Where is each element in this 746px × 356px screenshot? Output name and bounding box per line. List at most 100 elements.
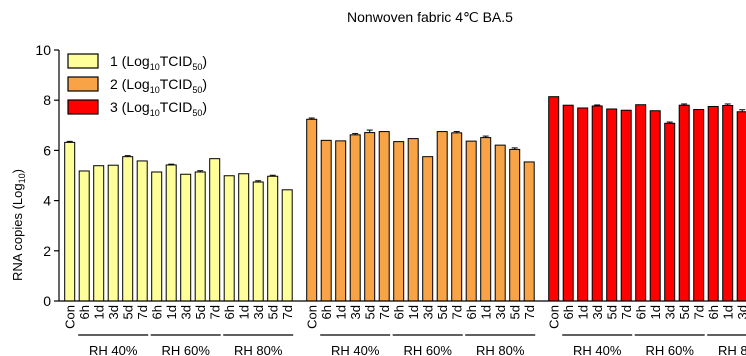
- bar: [577, 107, 589, 302]
- group-label: RH 40%: [573, 343, 622, 356]
- bar: [364, 132, 376, 302]
- x-tick-label: 6h: [77, 305, 92, 319]
- legend-label: 2 (Log10TCID50): [110, 76, 207, 95]
- bar: [194, 171, 206, 302]
- x-tick-label: 6h: [392, 305, 407, 319]
- bar: [422, 156, 434, 302]
- legend-item: 2 (Log10TCID50): [67, 76, 207, 95]
- x-tick-label: 5d: [508, 305, 523, 319]
- y-axis-label: RNA copies (Log10): [10, 169, 27, 281]
- bar: [349, 134, 361, 302]
- bar: [393, 141, 405, 302]
- x-tick-label: 7d: [208, 305, 223, 319]
- legend-label: 3 (Log10TCID50): [110, 99, 207, 118]
- bar: [238, 173, 250, 302]
- x-tick-label: 5d: [435, 305, 450, 319]
- x-tick-label: 6h: [222, 305, 237, 319]
- x-tick-label: 6h: [561, 305, 576, 319]
- bar: [548, 96, 560, 302]
- bar: [378, 131, 390, 302]
- x-tick-label: 7d: [280, 305, 295, 319]
- bar: [678, 104, 690, 302]
- bar: [407, 138, 419, 302]
- bar: [562, 104, 574, 302]
- legend-label: 1 (Log10TCID50): [110, 53, 207, 72]
- y-tick-label: 2: [43, 243, 51, 259]
- group-label: RH 60%: [403, 343, 452, 356]
- x-tick-label: 3d: [663, 305, 678, 319]
- group-label: RH 40%: [331, 343, 380, 356]
- x-tick-label: 1d: [406, 305, 421, 319]
- x-tick-label: 5d: [121, 305, 136, 319]
- bar: [320, 139, 332, 302]
- bar: [306, 118, 318, 302]
- bar: [606, 108, 618, 302]
- x-tick-label: 5d: [605, 305, 620, 319]
- x-tick-label: 6h: [150, 305, 165, 319]
- x-tick-label: 7d: [522, 305, 537, 319]
- x-tick-label: 1d: [479, 305, 494, 319]
- legend-item: 3 (Log10TCID50): [67, 99, 207, 118]
- group-label: RH 80%: [476, 343, 525, 356]
- bar: [693, 108, 705, 302]
- x-tick-label: 3d: [251, 305, 266, 319]
- y-tick-label: 10: [35, 42, 51, 58]
- x-tick-label: 6h: [319, 305, 334, 319]
- bar: [122, 156, 134, 302]
- bar: [649, 110, 661, 302]
- y-tick-label: 6: [43, 142, 51, 158]
- x-tick-label: 3d: [735, 305, 746, 319]
- x-tick-label: 6h: [706, 305, 721, 319]
- x-tick-label: 6h: [634, 305, 649, 319]
- x-tick-label: 1d: [648, 305, 663, 319]
- bar: [664, 122, 676, 302]
- bar: [736, 111, 746, 302]
- x-tick-label: 1d: [237, 305, 252, 319]
- x-tick-label: 1d: [334, 305, 349, 319]
- group-label: RH 80%: [718, 343, 746, 356]
- bar: [223, 175, 235, 302]
- x-tick-label: 7d: [692, 305, 707, 319]
- bar: [635, 104, 647, 302]
- x-tick-label: 3d: [421, 305, 436, 319]
- bar: [591, 105, 603, 302]
- y-tick-label: 0: [43, 293, 51, 309]
- series-3: [548, 96, 746, 302]
- x-tick-label: 5d: [677, 305, 692, 319]
- bar: [78, 170, 90, 302]
- x-tick-label: 7d: [619, 305, 634, 319]
- bar: [509, 148, 521, 302]
- legend-swatch: [67, 99, 99, 115]
- x-tick-label: 7d: [450, 305, 465, 319]
- x-tick-label: Con: [305, 305, 320, 329]
- bar: [267, 175, 279, 302]
- bar: [107, 164, 119, 302]
- x-tick-label: 3d: [179, 305, 194, 319]
- x-tick-label: 6h: [464, 305, 479, 319]
- chart-title: Nonwoven fabric 4℃ BA.5: [347, 9, 513, 25]
- bar: [436, 131, 448, 302]
- bar: [707, 105, 719, 302]
- group-label: RH 60%: [645, 343, 694, 356]
- x-tick-label: 3d: [590, 305, 605, 319]
- x-tick-label: 1d: [721, 305, 736, 319]
- bar: [151, 171, 163, 302]
- x-tick-label: 5d: [266, 305, 281, 319]
- y-tick-label: 4: [43, 193, 51, 209]
- series-2: [306, 117, 535, 302]
- x-tick-label: 3d: [106, 305, 121, 319]
- bar: [136, 160, 148, 302]
- bar: [165, 164, 177, 302]
- legend-swatch: [67, 53, 99, 69]
- y-axis: 0 2 4 6 8 10: [35, 42, 60, 309]
- legend: 1 (Log10TCID50) 2 (Log10TCID50) 3 (Log10TC…: [67, 53, 207, 118]
- bar: [209, 158, 221, 302]
- y-tick-label: 8: [43, 92, 51, 108]
- plot-area: [64, 96, 746, 302]
- bar: [620, 109, 632, 302]
- x-tick-label: 7d: [135, 305, 150, 319]
- x-tick-label: 3d: [348, 305, 363, 319]
- group-label: RH 80%: [234, 343, 283, 356]
- bar: [480, 137, 492, 302]
